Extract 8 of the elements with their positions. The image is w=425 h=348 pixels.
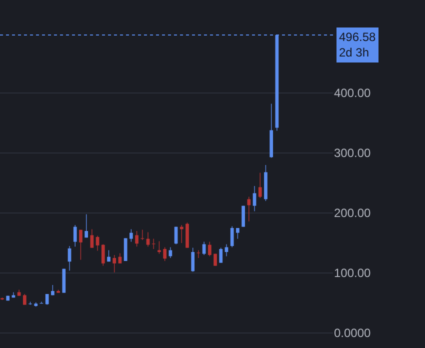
text: 2d 3h bbox=[339, 46, 370, 60]
y-tick-label: 200.00 bbox=[334, 206, 372, 220]
y-tick-label: 300.00 bbox=[334, 146, 372, 160]
y-tick-label: 100.00 bbox=[334, 266, 372, 280]
y-tick-label: 400.00 bbox=[334, 86, 372, 100]
candlestick bbox=[247, 196, 251, 222]
y-tick-label: 0.0000 bbox=[334, 326, 372, 340]
ref-line-label: 496.58 bbox=[339, 30, 376, 44]
